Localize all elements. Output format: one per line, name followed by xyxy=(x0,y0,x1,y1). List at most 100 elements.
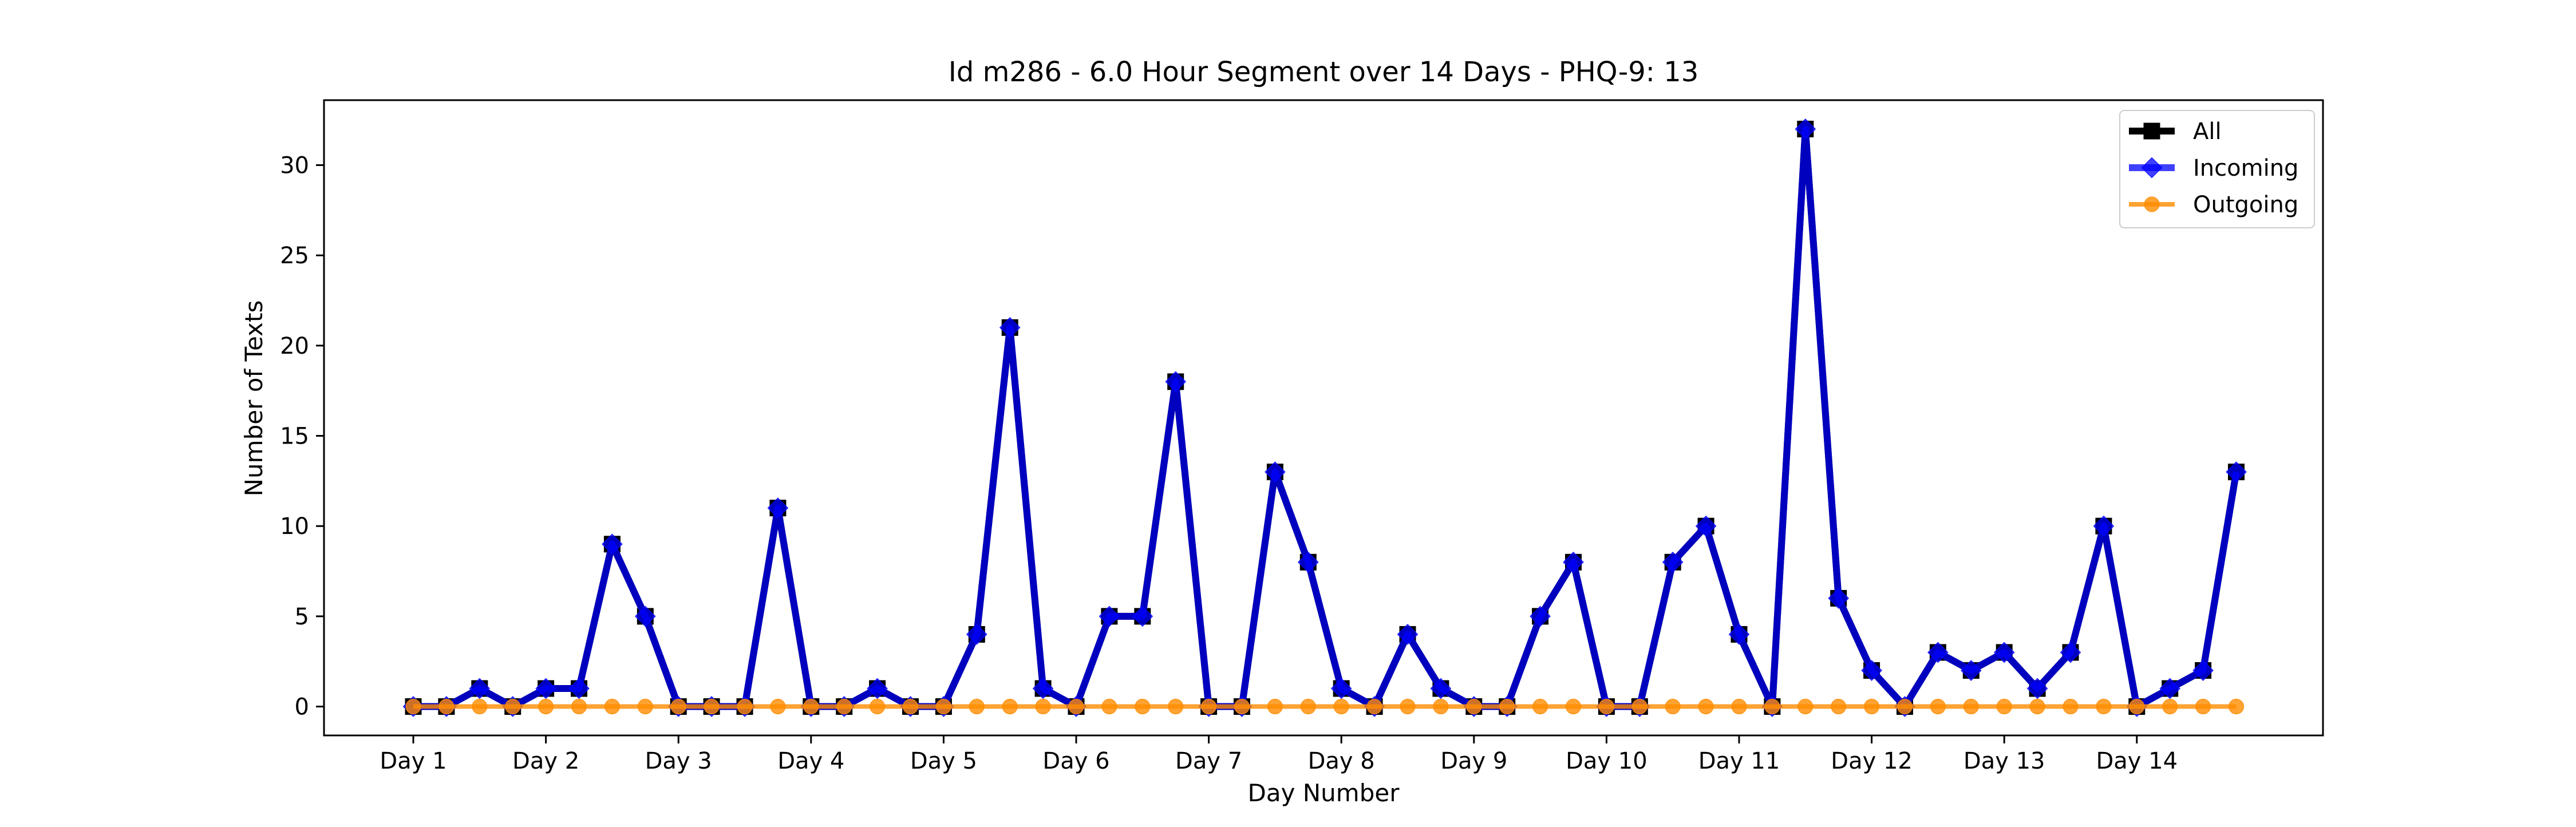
data-point-incoming xyxy=(469,678,491,699)
data-point-incoming xyxy=(1430,678,1452,699)
data-point-outgoing xyxy=(1930,699,1946,715)
x-tick-label: Day 7 xyxy=(1175,748,1242,774)
y-tick-label: 20 xyxy=(280,333,309,359)
data-point-incoming xyxy=(1298,552,1319,573)
legend-label-incoming: Incoming xyxy=(2193,155,2298,181)
data-point-outgoing xyxy=(870,699,886,715)
data-point-outgoing xyxy=(1002,699,1018,715)
data-point-outgoing xyxy=(2195,699,2211,715)
x-tick-label: Day 2 xyxy=(512,748,579,774)
x-tick-label: Day 12 xyxy=(1831,748,1913,774)
legend-marker-incoming xyxy=(2141,157,2163,179)
series-outgoing xyxy=(405,699,2244,715)
data-point-outgoing xyxy=(1366,699,1382,715)
legend-marker-all xyxy=(2143,122,2160,140)
data-point-incoming xyxy=(2159,678,2180,699)
data-point-incoming xyxy=(767,497,789,519)
data-point-outgoing xyxy=(704,699,720,715)
data-point-incoming xyxy=(999,317,1021,338)
y-axis-label: Number of Texts xyxy=(240,300,268,497)
x-tick-label: Day 6 xyxy=(1042,748,1109,774)
data-point-outgoing xyxy=(803,699,819,715)
data-point-incoming xyxy=(1132,606,1153,627)
data-point-outgoing xyxy=(538,699,554,715)
data-point-incoming xyxy=(1330,678,1352,699)
data-point-outgoing xyxy=(1864,699,1880,715)
data-point-incoming xyxy=(2192,660,2214,681)
x-tick-label: Day 14 xyxy=(2096,748,2178,774)
data-point-outgoing xyxy=(1333,699,1349,715)
data-point-outgoing xyxy=(472,699,488,715)
data-point-outgoing xyxy=(2162,699,2178,715)
x-tick-label: Day 4 xyxy=(777,748,844,774)
data-point-incoming xyxy=(602,533,623,555)
data-point-incoming xyxy=(1397,624,1419,645)
data-point-outgoing xyxy=(1135,699,1151,715)
legend-box xyxy=(2119,110,2315,228)
data-point-outgoing xyxy=(2129,699,2145,715)
legend-label-all: All xyxy=(2193,118,2222,145)
legend-label-outgoing: Outgoing xyxy=(2193,192,2298,218)
data-point-outgoing xyxy=(770,699,786,715)
y-tick-label: 5 xyxy=(295,604,309,630)
data-point-incoming xyxy=(635,606,656,627)
data-point-incoming xyxy=(1032,678,1054,699)
x-axis-label: Day Number xyxy=(1247,779,1400,807)
data-point-incoming xyxy=(1099,606,1120,627)
data-point-outgoing xyxy=(1731,699,1747,715)
legend: All Incoming Outgoing xyxy=(2119,110,2315,228)
data-point-outgoing xyxy=(1631,699,1647,715)
data-point-outgoing xyxy=(1665,699,1681,715)
data-point-incoming xyxy=(1265,461,1286,482)
data-point-incoming xyxy=(1993,642,2015,663)
data-point-outgoing xyxy=(1267,699,1283,715)
data-point-outgoing xyxy=(1698,699,1714,715)
y-tick-label: 0 xyxy=(295,694,309,721)
data-point-outgoing xyxy=(604,699,620,715)
x-tick-label: Day 5 xyxy=(910,748,977,774)
x-tick-label: Day 9 xyxy=(1440,748,1507,774)
data-point-outgoing xyxy=(1532,699,1548,715)
x-tick-label: Day 10 xyxy=(1566,748,1647,774)
y-tick-label: 30 xyxy=(280,153,309,179)
data-point-outgoing xyxy=(935,699,951,715)
x-tick-label: Day 11 xyxy=(1698,748,1780,774)
data-point-outgoing xyxy=(1996,699,2012,715)
data-point-outgoing xyxy=(1234,699,1250,715)
data-point-incoming xyxy=(867,678,888,699)
data-point-outgoing xyxy=(505,699,521,715)
data-point-outgoing xyxy=(670,699,686,715)
data-point-incoming xyxy=(1662,552,1684,573)
data-point-outgoing xyxy=(1400,699,1416,715)
x-tick-label: Day 3 xyxy=(645,748,712,774)
data-point-outgoing xyxy=(438,699,455,715)
data-point-outgoing xyxy=(1168,699,1184,715)
data-point-incoming xyxy=(1927,642,1949,663)
data-point-outgoing xyxy=(1101,699,1117,715)
data-point-incoming xyxy=(1563,552,1584,573)
data-point-outgoing xyxy=(2229,699,2244,715)
data-point-incoming xyxy=(2060,642,2081,663)
data-point-incoming xyxy=(2226,461,2247,482)
data-point-outgoing xyxy=(2096,699,2112,715)
data-point-incoming xyxy=(2093,515,2115,537)
data-point-outgoing xyxy=(1499,699,1515,715)
data-point-outgoing xyxy=(1433,699,1449,715)
y-tick-label: 10 xyxy=(280,513,309,540)
data-point-outgoing xyxy=(1831,699,1847,715)
plot-frame xyxy=(323,99,2324,737)
x-tick-label: Day 13 xyxy=(1963,748,2045,774)
data-point-incoming xyxy=(1728,624,1750,645)
x-tick-label: Day 8 xyxy=(1308,748,1375,774)
data-point-incoming xyxy=(1828,588,1849,609)
data-point-outgoing xyxy=(969,699,985,715)
y-tick-label: 15 xyxy=(280,424,309,450)
data-point-outgoing xyxy=(571,699,587,715)
x-tick-label: Day 1 xyxy=(380,748,447,774)
data-point-outgoing xyxy=(1466,699,1482,715)
plot-area: 0 5 10 15 20 25 30 Day 1 Day 2 Day 3 Day 4 Day 5 Day… xyxy=(280,99,2324,774)
data-point-outgoing xyxy=(1300,699,1316,715)
data-point-outgoing xyxy=(2029,699,2045,715)
data-point-outgoing xyxy=(903,699,918,715)
